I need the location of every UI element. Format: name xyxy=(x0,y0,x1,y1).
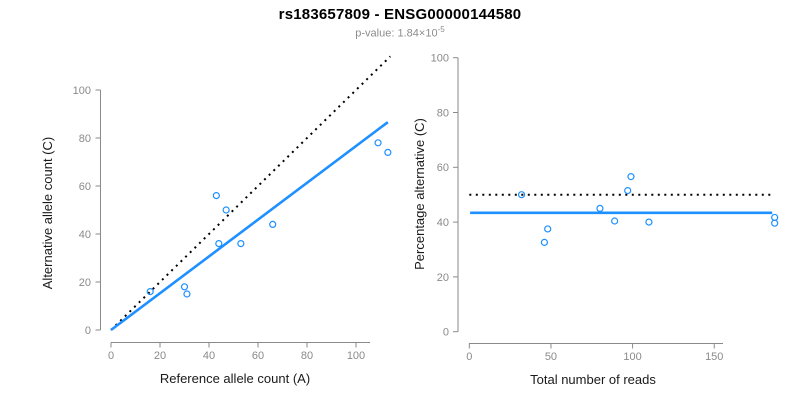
y-tick-label: 80 xyxy=(437,107,449,119)
y-tick-label: 60 xyxy=(79,181,91,193)
identity-line xyxy=(110,55,391,331)
pvalue-mantissa: 1.84 xyxy=(397,27,419,40)
data-point xyxy=(517,191,526,199)
x-tick-label: 20 xyxy=(154,350,166,362)
x-tick-label: 150 xyxy=(705,351,723,363)
data-point xyxy=(771,213,779,222)
y-tick-label: 40 xyxy=(437,217,449,229)
data-point xyxy=(624,186,632,195)
pvalue-label: p-value: xyxy=(355,27,398,40)
y-tick-label: 20 xyxy=(437,272,449,284)
regression-line xyxy=(110,121,389,332)
data-point xyxy=(222,206,230,214)
panel-percentage-vs-coverage: 0 20 40 60 80 100 0 50 100 150 Total number of rea… xyxy=(412,53,779,387)
y-axis-title: Alternative allele count (C) xyxy=(40,137,55,289)
pvalue-base: ×10 xyxy=(418,27,438,40)
data-point xyxy=(215,240,223,248)
pvalue-exponent: -5 xyxy=(437,25,445,34)
data-point xyxy=(645,218,653,226)
x-tick-label: 100 xyxy=(347,350,365,362)
data-point xyxy=(237,240,245,248)
data-point xyxy=(384,148,392,156)
x-tick-label: 40 xyxy=(203,350,215,362)
y-axis-title: Percentage alternative (C) xyxy=(412,118,427,270)
plot-title: rs183657809 - ENSG00000144580 xyxy=(278,6,522,23)
data-point xyxy=(540,238,549,246)
data-point xyxy=(212,192,220,200)
x-axis-title: Reference allele count (A) xyxy=(160,371,310,386)
y-tick-label: 20 xyxy=(79,277,91,289)
data-point xyxy=(771,219,779,227)
x-tick-label: 80 xyxy=(301,350,313,362)
y-tick-label: 80 xyxy=(79,133,91,145)
x-tick-label: 100 xyxy=(623,351,641,363)
data-point xyxy=(146,288,154,296)
x-tick-label: 60 xyxy=(252,350,264,362)
y-tick-label: 100 xyxy=(431,53,449,65)
data-point xyxy=(183,290,191,298)
data-point xyxy=(374,139,382,147)
x-tick-label: 50 xyxy=(545,351,557,363)
data-point xyxy=(596,204,604,212)
data-point xyxy=(611,217,619,225)
x-tick-label: 0 xyxy=(108,350,114,362)
y-tick-label: 0 xyxy=(85,325,91,337)
pvalue-subtitle: p-value: 1.84×10-5 xyxy=(0,25,800,40)
data-point xyxy=(269,220,277,228)
y-tick-label: 0 xyxy=(443,327,449,339)
x-axis-title: Total number of reads xyxy=(530,372,656,387)
panel-allele-counts: 0 20 40 60 80 100 0 20 40 60 80 100 Reference allele… xyxy=(40,55,392,386)
data-point xyxy=(544,225,552,233)
y-tick-label: 100 xyxy=(73,85,91,97)
data-point xyxy=(180,283,189,291)
y-tick-label: 60 xyxy=(437,162,449,174)
data-point xyxy=(627,173,635,181)
x-tick-label: 0 xyxy=(466,351,472,363)
y-tick-label: 40 xyxy=(79,229,91,241)
